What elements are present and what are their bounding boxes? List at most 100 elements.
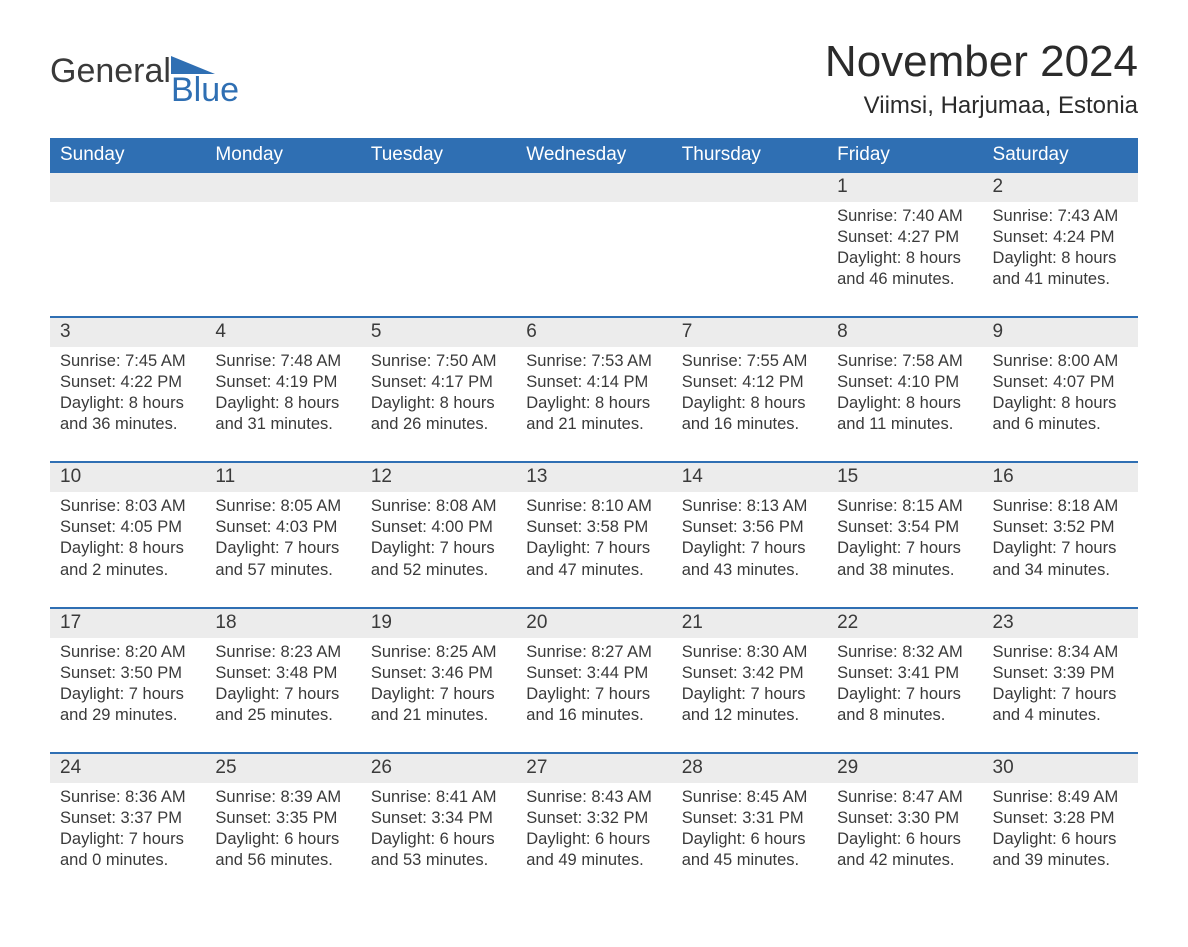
day-sunset: Sunset: 4:00 PM — [371, 517, 506, 538]
calendar-day-cell: 28Sunrise: 8:45 AMSunset: 3:31 PMDayligh… — [672, 753, 827, 897]
day-number-row — [50, 173, 205, 202]
calendar-day-cell — [50, 173, 205, 317]
day-sunset: Sunset: 3:34 PM — [371, 808, 506, 829]
day-data: Sunrise: 8:18 AMSunset: 3:52 PMDaylight:… — [983, 492, 1138, 606]
day-number-row: 18 — [205, 609, 360, 638]
calendar-day-cell: 2Sunrise: 7:43 AMSunset: 4:24 PMDaylight… — [983, 173, 1138, 317]
calendar-day-cell: 16Sunrise: 8:18 AMSunset: 3:52 PMDayligh… — [983, 462, 1138, 607]
calendar-day-cell: 30Sunrise: 8:49 AMSunset: 3:28 PMDayligh… — [983, 753, 1138, 897]
day-data: Sunrise: 8:49 AMSunset: 3:28 PMDaylight:… — [983, 783, 1138, 897]
day-dl1: Daylight: 6 hours — [837, 829, 972, 850]
day-sunset: Sunset: 3:54 PM — [837, 517, 972, 538]
calendar-day-cell — [672, 173, 827, 317]
calendar-page: General Blue November 2024 Viimsi, Harju… — [0, 0, 1188, 947]
day-number-row: 30 — [983, 754, 1138, 783]
day-dl1: Daylight: 8 hours — [526, 393, 661, 414]
day-dl2: and 21 minutes. — [371, 705, 506, 726]
calendar-day-cell: 14Sunrise: 8:13 AMSunset: 3:56 PMDayligh… — [672, 462, 827, 607]
day-dl1: Daylight: 7 hours — [682, 538, 817, 559]
calendar-body: 1Sunrise: 7:40 AMSunset: 4:27 PMDaylight… — [50, 173, 1138, 897]
day-data: Sunrise: 7:50 AMSunset: 4:17 PMDaylight:… — [361, 347, 516, 461]
day-data: Sunrise: 8:41 AMSunset: 3:34 PMDaylight:… — [361, 783, 516, 897]
day-dl2: and 11 minutes. — [837, 414, 972, 435]
day-dl1: Daylight: 7 hours — [837, 538, 972, 559]
day-number-row — [516, 173, 671, 202]
day-sunrise: Sunrise: 8:10 AM — [526, 496, 661, 517]
calendar-head: Sunday Monday Tuesday Wednesday Thursday… — [50, 138, 1138, 173]
day-data — [672, 202, 827, 292]
day-data: Sunrise: 8:23 AMSunset: 3:48 PMDaylight:… — [205, 638, 360, 752]
day-number: 8 — [827, 318, 982, 347]
day-sunrise: Sunrise: 7:58 AM — [837, 351, 972, 372]
brand-logo-right: Blue — [171, 54, 239, 106]
day-dl1: Daylight: 7 hours — [993, 538, 1128, 559]
day-sunrise: Sunrise: 8:49 AM — [993, 787, 1128, 808]
day-dl1: Daylight: 7 hours — [526, 538, 661, 559]
day-number: 14 — [672, 463, 827, 492]
day-data: Sunrise: 7:53 AMSunset: 4:14 PMDaylight:… — [516, 347, 671, 461]
calendar-day-cell — [516, 173, 671, 317]
day-sunrise: Sunrise: 7:55 AM — [682, 351, 817, 372]
day-sunrise: Sunrise: 8:25 AM — [371, 642, 506, 663]
day-dl2: and 34 minutes. — [993, 560, 1128, 581]
day-number: 12 — [361, 463, 516, 492]
day-sunset: Sunset: 4:10 PM — [837, 372, 972, 393]
day-dl1: Daylight: 7 hours — [371, 538, 506, 559]
calendar-day-cell: 19Sunrise: 8:25 AMSunset: 3:46 PMDayligh… — [361, 608, 516, 753]
day-number-row: 16 — [983, 463, 1138, 492]
calendar-day-cell: 22Sunrise: 8:32 AMSunset: 3:41 PMDayligh… — [827, 608, 982, 753]
day-data — [361, 202, 516, 292]
day-sunset: Sunset: 3:32 PM — [526, 808, 661, 829]
day-dl1: Daylight: 8 hours — [993, 393, 1128, 414]
day-sunrise: Sunrise: 8:03 AM — [60, 496, 195, 517]
day-dl1: Daylight: 7 hours — [993, 684, 1128, 705]
day-dl2: and 12 minutes. — [682, 705, 817, 726]
day-dl2: and 4 minutes. — [993, 705, 1128, 726]
day-dl2: and 16 minutes. — [682, 414, 817, 435]
day-data: Sunrise: 8:03 AMSunset: 4:05 PMDaylight:… — [50, 492, 205, 606]
day-dl2: and 8 minutes. — [837, 705, 972, 726]
day-data: Sunrise: 8:20 AMSunset: 3:50 PMDaylight:… — [50, 638, 205, 752]
weekday-header: Friday — [827, 138, 982, 173]
day-dl1: Daylight: 8 hours — [837, 393, 972, 414]
day-number: 11 — [205, 463, 360, 492]
day-sunrise: Sunrise: 7:48 AM — [215, 351, 350, 372]
day-sunset: Sunset: 4:22 PM — [60, 372, 195, 393]
day-number: 28 — [672, 754, 827, 783]
day-data: Sunrise: 8:36 AMSunset: 3:37 PMDaylight:… — [50, 783, 205, 897]
day-data: Sunrise: 7:43 AMSunset: 4:24 PMDaylight:… — [983, 202, 1138, 316]
day-dl2: and 16 minutes. — [526, 705, 661, 726]
day-number-row: 15 — [827, 463, 982, 492]
day-dl1: Daylight: 6 hours — [993, 829, 1128, 850]
day-number: 18 — [205, 609, 360, 638]
day-dl1: Daylight: 6 hours — [526, 829, 661, 850]
day-dl2: and 53 minutes. — [371, 850, 506, 871]
day-number-row: 22 — [827, 609, 982, 638]
day-sunrise: Sunrise: 8:23 AM — [215, 642, 350, 663]
day-dl2: and 41 minutes. — [993, 269, 1128, 290]
day-data — [205, 202, 360, 292]
calendar-day-cell: 10Sunrise: 8:03 AMSunset: 4:05 PMDayligh… — [50, 462, 205, 607]
day-sunset: Sunset: 4:03 PM — [215, 517, 350, 538]
day-sunrise: Sunrise: 8:13 AM — [682, 496, 817, 517]
day-number-row: 14 — [672, 463, 827, 492]
day-dl1: Daylight: 8 hours — [60, 538, 195, 559]
calendar-day-cell: 3Sunrise: 7:45 AMSunset: 4:22 PMDaylight… — [50, 317, 205, 462]
day-number-row: 1 — [827, 173, 982, 202]
day-data: Sunrise: 8:39 AMSunset: 3:35 PMDaylight:… — [205, 783, 360, 897]
day-dl2: and 56 minutes. — [215, 850, 350, 871]
day-sunrise: Sunrise: 8:34 AM — [993, 642, 1128, 663]
day-sunrise: Sunrise: 8:41 AM — [371, 787, 506, 808]
calendar-day-cell: 15Sunrise: 8:15 AMSunset: 3:54 PMDayligh… — [827, 462, 982, 607]
day-data: Sunrise: 8:32 AMSunset: 3:41 PMDaylight:… — [827, 638, 982, 752]
day-number: 20 — [516, 609, 671, 638]
calendar-day-cell: 9Sunrise: 8:00 AMSunset: 4:07 PMDaylight… — [983, 317, 1138, 462]
day-number — [50, 173, 205, 202]
day-number: 19 — [361, 609, 516, 638]
day-data: Sunrise: 7:40 AMSunset: 4:27 PMDaylight:… — [827, 202, 982, 316]
day-sunrise: Sunrise: 7:50 AM — [371, 351, 506, 372]
day-data: Sunrise: 8:10 AMSunset: 3:58 PMDaylight:… — [516, 492, 671, 606]
day-dl1: Daylight: 7 hours — [215, 684, 350, 705]
day-data: Sunrise: 8:27 AMSunset: 3:44 PMDaylight:… — [516, 638, 671, 752]
day-number-row: 8 — [827, 318, 982, 347]
